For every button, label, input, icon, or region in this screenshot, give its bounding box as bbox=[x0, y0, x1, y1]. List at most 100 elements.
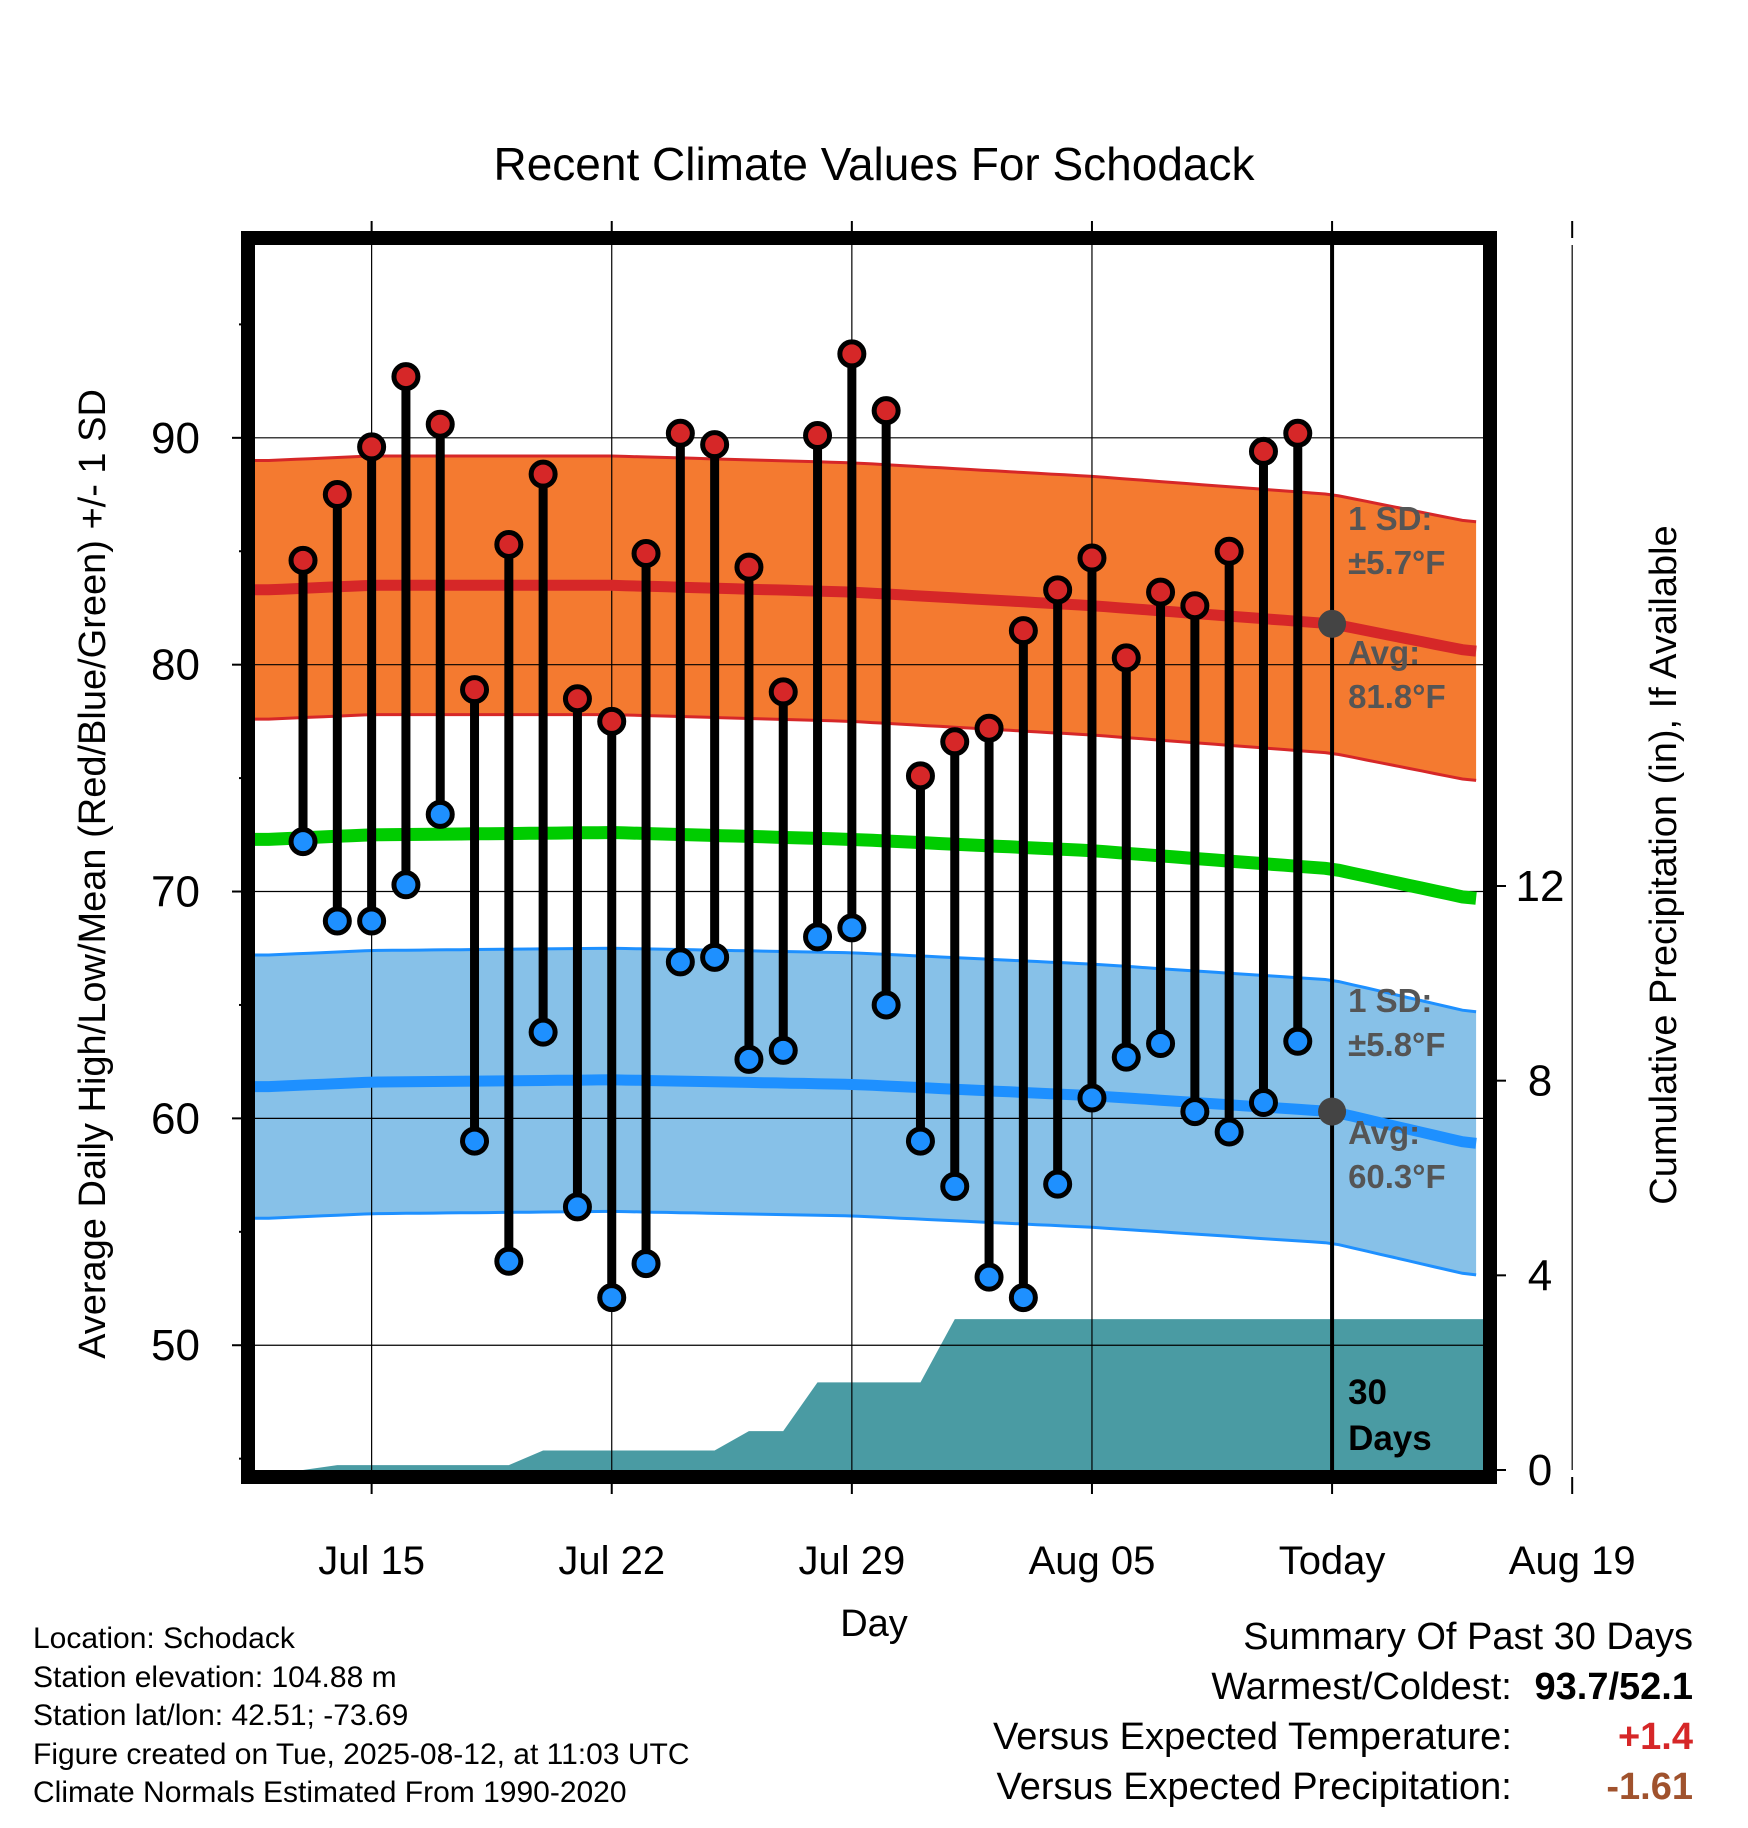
info-elevation: Station elevation: 104.88 m bbox=[33, 1660, 397, 1694]
y-axis-label: Average Daily High/Low/Mean (Red/Blue/Gr… bbox=[72, 389, 114, 1359]
summary-temp-row: Versus Expected Temperature: +1.4 bbox=[993, 1712, 1693, 1762]
days-label-number: 30 bbox=[1348, 1373, 1387, 1412]
summary-warmest-value: 93.7/52.1 bbox=[1534, 1666, 1693, 1708]
normal-mean-line bbox=[255, 825, 1477, 905]
daily-high-point bbox=[1111, 643, 1141, 673]
daily-low-point bbox=[1008, 1283, 1038, 1313]
high-sd-value: ±5.7°F bbox=[1348, 544, 1445, 581]
daily-high-point bbox=[974, 713, 1004, 743]
low-sd-value: ±5.8°F bbox=[1348, 1026, 1445, 1063]
daily-high-point bbox=[460, 675, 490, 705]
y-tick-label: 60 bbox=[151, 1094, 200, 1143]
daily-low-point bbox=[322, 906, 352, 936]
daily-low-point bbox=[871, 990, 901, 1020]
summary-panel: Summary Of Past 30 Days Warmest/Coldest:… bbox=[993, 1612, 1693, 1812]
high-avg-label: Avg: bbox=[1348, 634, 1420, 671]
low-avg-label: Avg: bbox=[1348, 1114, 1420, 1151]
y-tick-label: 70 bbox=[151, 868, 200, 917]
x-tick-label: Jul 29 bbox=[798, 1539, 905, 1583]
y-tick-label: 90 bbox=[151, 414, 200, 463]
daily-low-point bbox=[528, 1017, 558, 1047]
summary-precip-row: Versus Expected Precipitation: -1.61 bbox=[993, 1762, 1693, 1812]
daily-high-point bbox=[940, 727, 970, 757]
x-tick-label: Aug 05 bbox=[1029, 1539, 1156, 1583]
low-avg-value: 60.3°F bbox=[1348, 1158, 1446, 1195]
x-axis-label: Day bbox=[840, 1603, 908, 1645]
high-sd-label: 1 SD: bbox=[1348, 500, 1432, 537]
daily-low-point bbox=[940, 1171, 970, 1201]
x-tick-label: Aug 19 bbox=[1509, 1539, 1636, 1583]
daily-low-point bbox=[494, 1246, 524, 1276]
daily-high-point bbox=[768, 677, 798, 707]
info-location: Location: Schodack bbox=[33, 1622, 295, 1655]
daily-high-point bbox=[1283, 418, 1313, 448]
low-band-upper-edge bbox=[255, 946, 1477, 1014]
daily-high-point bbox=[1043, 575, 1073, 605]
days-label-word: Days bbox=[1348, 1419, 1432, 1458]
daily-low-point bbox=[1146, 1029, 1176, 1059]
daily-high-point bbox=[288, 545, 318, 575]
daily-low-point bbox=[597, 1283, 627, 1313]
precip-area bbox=[255, 1319, 1483, 1470]
daily-low-point bbox=[1283, 1026, 1313, 1056]
station-info: Location: Schodack Station elevation: 10… bbox=[33, 1620, 933, 1813]
daily-low-point bbox=[425, 799, 455, 829]
daily-low-point bbox=[460, 1126, 490, 1156]
daily-high-point bbox=[391, 362, 421, 392]
info-created: Figure created on Tue, 2025-08-12, at 11… bbox=[33, 1737, 690, 1771]
high-band-lower-edge bbox=[255, 713, 1477, 782]
high-avg-value: 81.8°F bbox=[1348, 678, 1446, 715]
normal-high-line bbox=[255, 579, 1477, 657]
daily-high-point bbox=[597, 706, 627, 736]
y2-tick-label: 4 bbox=[1528, 1251, 1552, 1300]
daily-high-point bbox=[665, 418, 695, 448]
summary-precip-label: Versus Expected Precipitation: bbox=[996, 1766, 1512, 1808]
y-tick-label: 80 bbox=[151, 641, 200, 690]
daily-high-point bbox=[1146, 577, 1176, 607]
daily-low-point bbox=[391, 870, 421, 900]
daily-high-point bbox=[1077, 543, 1107, 573]
daily-high-point bbox=[631, 539, 661, 569]
daily-low-point bbox=[803, 922, 833, 952]
y2-tick-label: 12 bbox=[1516, 862, 1565, 911]
y-tick-label: 50 bbox=[151, 1321, 200, 1370]
chart-title: Recent Climate Values For Schodack bbox=[493, 138, 1255, 190]
daily-low-point bbox=[1077, 1083, 1107, 1113]
x-tick-label: Jul 22 bbox=[558, 1539, 665, 1583]
daily-low-point bbox=[905, 1126, 935, 1156]
daily-low-point bbox=[288, 827, 318, 857]
daily-high-point bbox=[425, 409, 455, 439]
daily-high-point bbox=[803, 421, 833, 451]
y2-tick-label: 0 bbox=[1528, 1446, 1552, 1495]
daily-low-point bbox=[665, 947, 695, 977]
plot-frame bbox=[241, 231, 1497, 1484]
summary-precip-value: -1.61 bbox=[1606, 1766, 1693, 1808]
daily-low-point bbox=[357, 906, 387, 936]
y2-axis-label: Cumulative Precipitation (in), If Availa… bbox=[1643, 525, 1685, 1204]
daily-low-point bbox=[562, 1192, 592, 1222]
low-sd-label: 1 SD: bbox=[1348, 982, 1432, 1019]
daily-high-point bbox=[322, 480, 352, 510]
info-normals: Climate Normals Estimated From 1990-2020 bbox=[33, 1776, 627, 1809]
x-tick-label: Jul 15 bbox=[318, 1539, 425, 1583]
daily-high-point bbox=[1214, 536, 1244, 566]
daily-high-point bbox=[1008, 616, 1038, 646]
daily-high-point bbox=[562, 684, 592, 714]
daily-low-point bbox=[700, 942, 730, 972]
summary-warmest-label: Warmest/Coldest: bbox=[1211, 1666, 1512, 1708]
daily-low-point bbox=[974, 1262, 1004, 1292]
low-band-lower-edge bbox=[255, 1209, 1477, 1277]
daily-high-point bbox=[734, 552, 764, 582]
daily-low-point bbox=[768, 1035, 798, 1065]
summary-warmest-row: Warmest/Coldest: 93.7/52.1 bbox=[993, 1662, 1693, 1712]
daily-low-point bbox=[1214, 1117, 1244, 1147]
today-normal-low-marker bbox=[1318, 1097, 1347, 1126]
low-sd-band bbox=[255, 948, 1477, 1275]
daily-low-point bbox=[1111, 1042, 1141, 1072]
x-tick-label: Today bbox=[1279, 1539, 1386, 1583]
daily-low-point bbox=[1043, 1169, 1073, 1199]
daily-low-point bbox=[837, 913, 867, 943]
daily-high-point bbox=[700, 430, 730, 460]
today-normal-high-marker bbox=[1318, 609, 1347, 638]
